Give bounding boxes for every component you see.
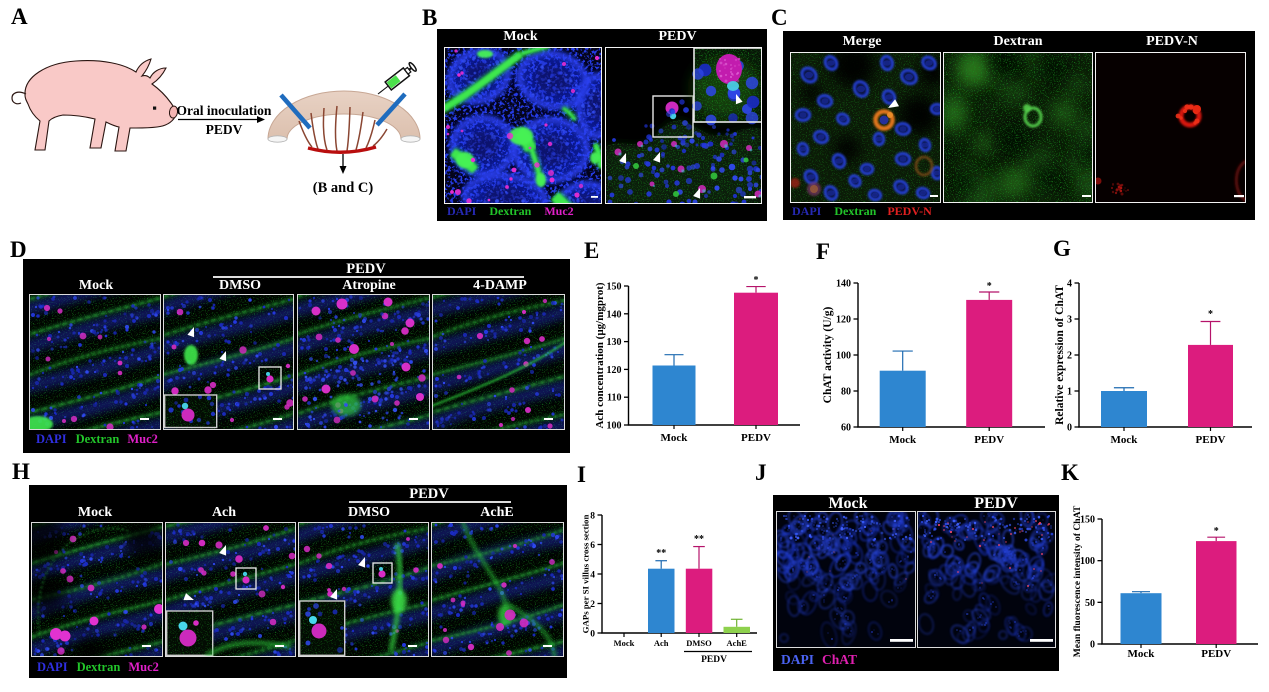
svg-text:2: 2 [1067,351,1072,362]
svg-text:100: 100 [1080,556,1095,567]
svg-text:PEDV: PEDV [741,432,771,444]
svg-text:140: 140 [607,309,622,320]
svg-text:110: 110 [607,393,621,404]
svg-text:0: 0 [1090,640,1095,651]
svg-text:*: * [1214,526,1219,537]
svg-text:Oral inoculation: Oral inoculation [177,103,272,118]
svg-text:Ach: Ach [654,638,669,648]
svg-text:60: 60 [841,423,851,434]
svg-text:PEDV: PEDV [206,122,243,137]
svg-text:0: 0 [590,630,595,640]
svg-text:(B and C): (B and C) [313,180,374,196]
svg-text:Relative expression of ChAT: Relative expression of ChAT [1054,285,1066,425]
svg-text:140: 140 [836,279,851,290]
svg-text:*: * [1208,309,1213,320]
svg-text:50: 50 [1085,598,1095,609]
svg-text:AchE: AchE [727,638,748,648]
svg-text:8: 8 [590,512,595,522]
svg-text:0: 0 [1067,423,1072,434]
svg-text:Mock: Mock [661,432,689,444]
svg-text:150: 150 [1080,515,1095,526]
svg-text:1: 1 [1067,387,1072,398]
svg-text:ChAT activity (U/g): ChAT activity (U/g) [822,306,834,403]
svg-text:120: 120 [836,315,851,326]
svg-text:DMSO: DMSO [686,638,712,648]
svg-text:**: ** [694,534,704,545]
svg-text:Ach concentration (µg/mgprot): Ach concentration (µg/mgprot) [594,282,606,428]
svg-text:*: * [987,281,992,292]
svg-text:130: 130 [607,337,622,348]
svg-text:Mock: Mock [614,638,635,648]
svg-text:**: ** [656,548,666,559]
svg-text:6: 6 [590,541,595,551]
svg-text:PEDV: PEDV [974,434,1004,446]
svg-text:4: 4 [1067,279,1072,290]
svg-text:Mean fluorescence intensity of: Mean fluorescence intensity of ChAT [1072,505,1083,657]
svg-text:120: 120 [607,365,622,376]
svg-text:GAPs per SI villus cross secti: GAPs per SI villus cross section [581,515,591,634]
svg-text:2: 2 [590,600,595,610]
svg-text:*: * [754,275,759,286]
svg-text:4: 4 [590,571,595,581]
svg-text:PEDV: PEDV [1201,648,1231,660]
svg-text:100: 100 [607,421,622,432]
svg-text:PEDV: PEDV [1196,434,1226,446]
svg-text:Mock: Mock [889,434,917,446]
svg-text:100: 100 [836,351,851,362]
svg-text:Mock: Mock [1111,434,1139,446]
svg-text:3: 3 [1067,315,1072,326]
svg-text:80: 80 [841,387,851,398]
svg-text:PEDV: PEDV [701,655,727,665]
svg-text:Mock: Mock [1128,648,1156,660]
svg-text:150: 150 [607,282,622,293]
